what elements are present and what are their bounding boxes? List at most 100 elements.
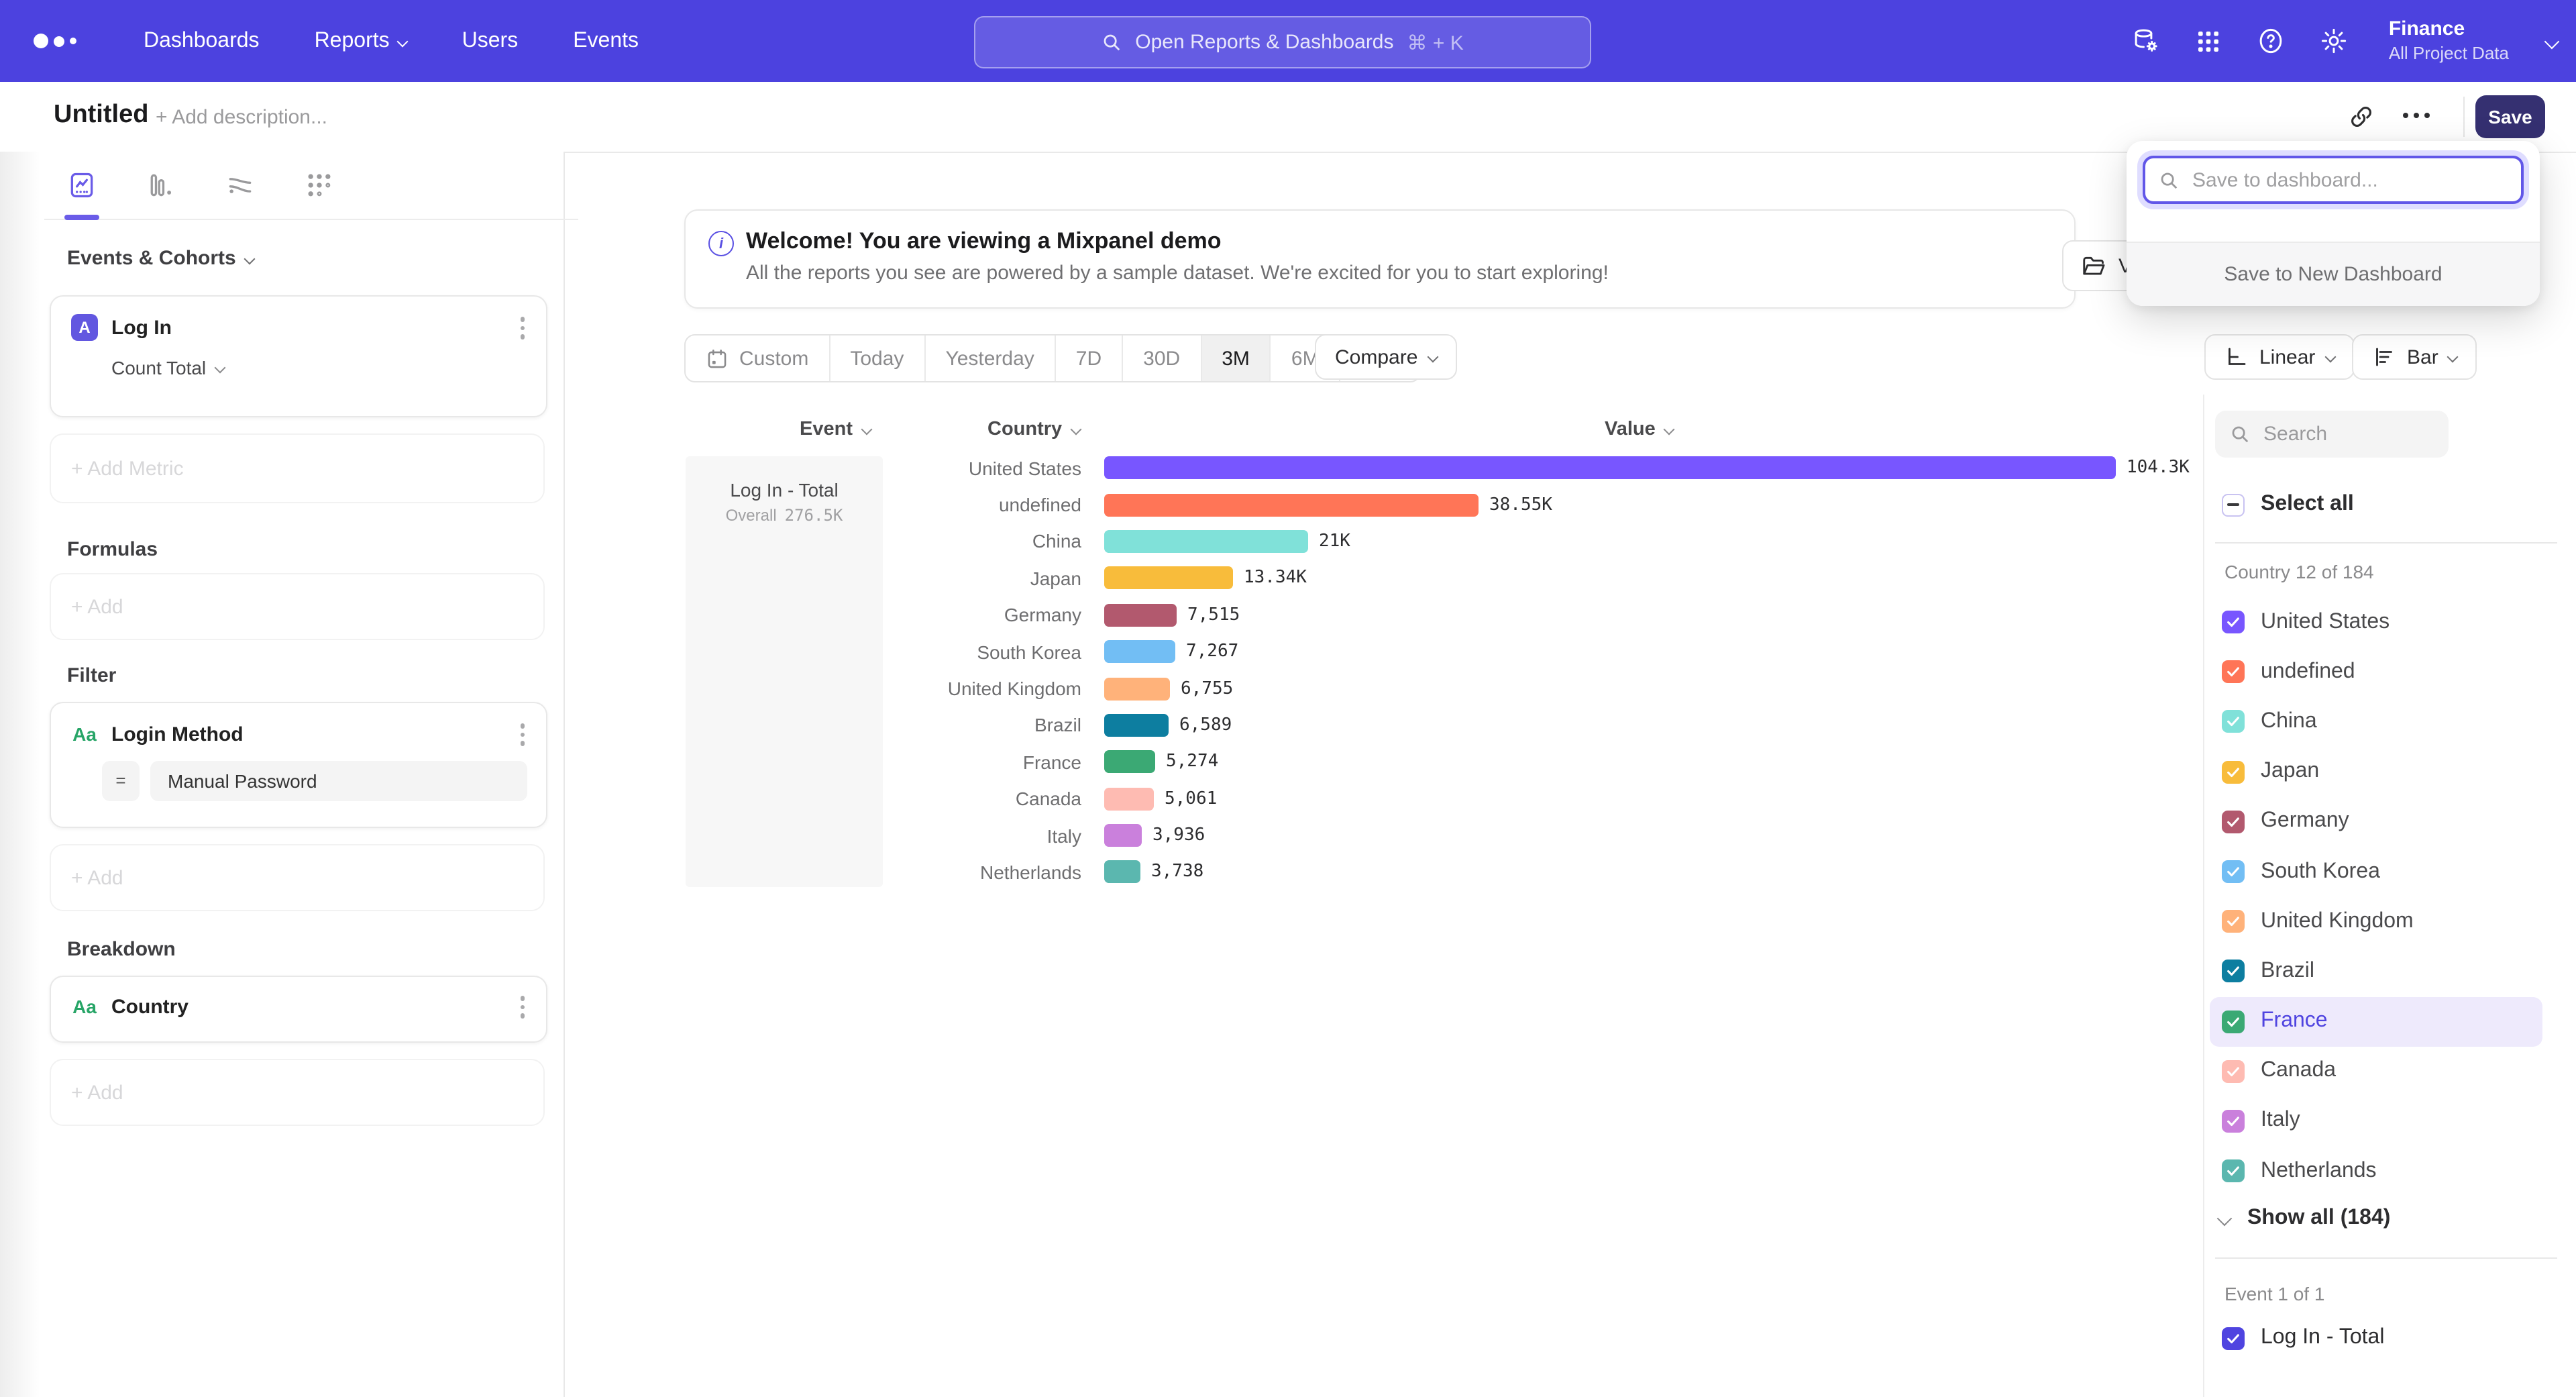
legend-event-item[interactable]: Log In - Total <box>2222 1326 2384 1350</box>
tab-flows[interactable] <box>217 162 263 208</box>
bar-germany[interactable] <box>1104 603 1177 627</box>
line-mode-selector[interactable]: Linear <box>2204 334 2355 380</box>
bar-canada[interactable] <box>1104 787 1154 811</box>
legend-search-input[interactable] <box>2261 421 2427 447</box>
legend-item-netherlands[interactable]: Netherlands <box>2210 1146 2542 1196</box>
column-header-country[interactable]: Country <box>987 419 1081 440</box>
column-header-event[interactable]: Event <box>800 419 872 440</box>
tab-funnels[interactable] <box>138 162 184 208</box>
legend-item-canada[interactable]: Canada <box>2210 1046 2542 1096</box>
global-search-button[interactable]: Open Reports & Dashboards ⌘ + K <box>974 16 1591 68</box>
bar-china[interactable] <box>1104 529 1308 553</box>
legend-item-undefined[interactable]: undefined <box>2210 647 2542 696</box>
metric-event-name[interactable]: Log In <box>111 316 172 340</box>
legend-item-china[interactable]: China <box>2210 697 2542 747</box>
tab-retention[interactable] <box>297 162 342 208</box>
apps-grid-icon[interactable] <box>2196 28 2222 54</box>
country-checkbox[interactable] <box>2222 1109 2245 1133</box>
more-actions-button[interactable] <box>2403 113 2430 118</box>
metric-card[interactable]: A Log In Count Total <box>50 295 547 417</box>
add-filter-button[interactable]: + Add <box>50 844 545 911</box>
metric-kebab-menu-icon[interactable] <box>517 314 527 342</box>
add-description-button[interactable]: + Add description... <box>156 106 327 129</box>
add-breakdown-button[interactable]: + Add <box>50 1059 545 1126</box>
chart-type-selector[interactable]: Bar <box>2352 334 2477 380</box>
country-checkbox[interactable] <box>2222 611 2245 634</box>
nav-item-users[interactable]: Users <box>462 29 519 52</box>
date-range-today[interactable]: Today <box>828 335 924 381</box>
country-checkbox[interactable] <box>2222 810 2245 833</box>
date-range-3m[interactable]: 3M <box>1200 335 1270 381</box>
nav-item-events[interactable]: Events <box>573 29 639 52</box>
date-range-yesterday[interactable]: Yesterday <box>924 335 1054 381</box>
events-cohorts-section-label[interactable]: Events & Cohorts <box>67 247 256 270</box>
legend-item-france[interactable]: France <box>2210 996 2542 1047</box>
help-icon[interactable] <box>2257 27 2286 55</box>
legend-item-germany[interactable]: Germany <box>2210 797 2542 847</box>
country-checkbox[interactable] <box>2222 960 2245 983</box>
bar-united-kingdom[interactable] <box>1104 677 1170 701</box>
legend-item-united-states[interactable]: United States <box>2210 597 2542 647</box>
report-title[interactable]: Untitled <box>54 101 149 129</box>
mixpanel-logo-icon[interactable] <box>34 34 76 48</box>
column-header-value[interactable]: Value <box>1605 419 1675 440</box>
legend-item-italy[interactable]: Italy <box>2210 1096 2542 1146</box>
filter-kebab-menu-icon[interactable] <box>517 721 527 748</box>
country-checkbox[interactable] <box>2222 1059 2245 1083</box>
data-management-icon[interactable] <box>2133 27 2161 55</box>
bar-france[interactable] <box>1104 750 1155 774</box>
filter-card[interactable]: Aa Login Method = Manual Password <box>50 702 547 828</box>
tab-insights[interactable] <box>59 162 105 220</box>
bar-undefined[interactable] <box>1104 493 1479 517</box>
country-checkbox[interactable] <box>2222 910 2245 933</box>
save-dashboard-search-field[interactable] <box>2143 156 2524 204</box>
legend-item-brazil[interactable]: Brazil <box>2210 947 2542 996</box>
breakdown-property-name[interactable]: Country <box>111 995 189 1019</box>
metric-aggregation-selector[interactable]: Count Total <box>51 342 546 378</box>
country-checkbox[interactable] <box>2222 1159 2245 1183</box>
select-all-checkbox[interactable] <box>2222 493 2245 516</box>
date-range-7d[interactable]: 7D <box>1054 335 1122 381</box>
bar-south-korea[interactable] <box>1104 640 1175 664</box>
add-formula-button[interactable]: + Add <box>50 573 545 640</box>
date-range-6m[interactable]: 6M <box>1269 335 1340 381</box>
bar-united-states[interactable] <box>1104 456 2116 480</box>
legend-search-field[interactable] <box>2215 411 2449 458</box>
legend-item-japan[interactable]: Japan <box>2210 747 2542 796</box>
select-all-row[interactable]: Select all <box>2222 493 2354 517</box>
legend-item-south-korea[interactable]: South Korea <box>2210 847 2542 896</box>
event-checkbox[interactable] <box>2222 1327 2245 1349</box>
event-total-cell[interactable]: Log In - Total Overall 276.5K <box>686 456 883 887</box>
add-metric-button[interactable]: + Add Metric <box>50 433 545 503</box>
country-checkbox[interactable] <box>2222 860 2245 884</box>
settings-gear-icon[interactable] <box>2320 27 2349 55</box>
date-range-custom[interactable]: Custom <box>686 335 828 381</box>
country-checkbox[interactable] <box>2222 760 2245 784</box>
bar-italy[interactable] <box>1104 824 1142 847</box>
breakdown-kebab-menu-icon[interactable] <box>517 993 527 1021</box>
nav-item-reports[interactable]: Reports <box>315 29 409 53</box>
filter-property-name[interactable]: Login Method <box>111 723 244 746</box>
report-type-tabs <box>44 152 578 220</box>
copy-link-icon[interactable] <box>2348 103 2375 130</box>
country-checkbox[interactable] <box>2222 710 2245 733</box>
date-range-30d[interactable]: 30D <box>1122 335 1200 381</box>
save-button[interactable]: Save <box>2475 95 2545 138</box>
bar-brazil[interactable] <box>1104 713 1169 737</box>
save-dashboard-input[interactable] <box>2190 167 2490 193</box>
compare-button[interactable]: Compare <box>1315 334 1457 380</box>
save-to-new-dashboard-button[interactable]: Save to New Dashboard <box>2127 242 2540 306</box>
bar-category-label: China <box>1032 530 1081 552</box>
project-chevron-down-icon[interactable] <box>2544 33 2560 49</box>
bar-netherlands[interactable] <box>1104 860 1140 884</box>
breakdown-card[interactable]: Aa Country <box>50 976 547 1043</box>
bar-japan[interactable] <box>1104 566 1233 590</box>
country-checkbox[interactable] <box>2222 660 2245 684</box>
legend-item-united-kingdom[interactable]: United Kingdom <box>2210 896 2542 946</box>
filter-operator-selector[interactable]: = <box>102 760 140 800</box>
project-switcher[interactable]: Finance All Project Data <box>2389 17 2509 64</box>
nav-item-dashboards[interactable]: Dashboards <box>144 29 260 52</box>
filter-value-selector[interactable]: Manual Password <box>150 760 527 800</box>
country-checkbox[interactable] <box>2222 1010 2245 1033</box>
show-all-button[interactable]: Show all (184) <box>2216 1206 2390 1231</box>
